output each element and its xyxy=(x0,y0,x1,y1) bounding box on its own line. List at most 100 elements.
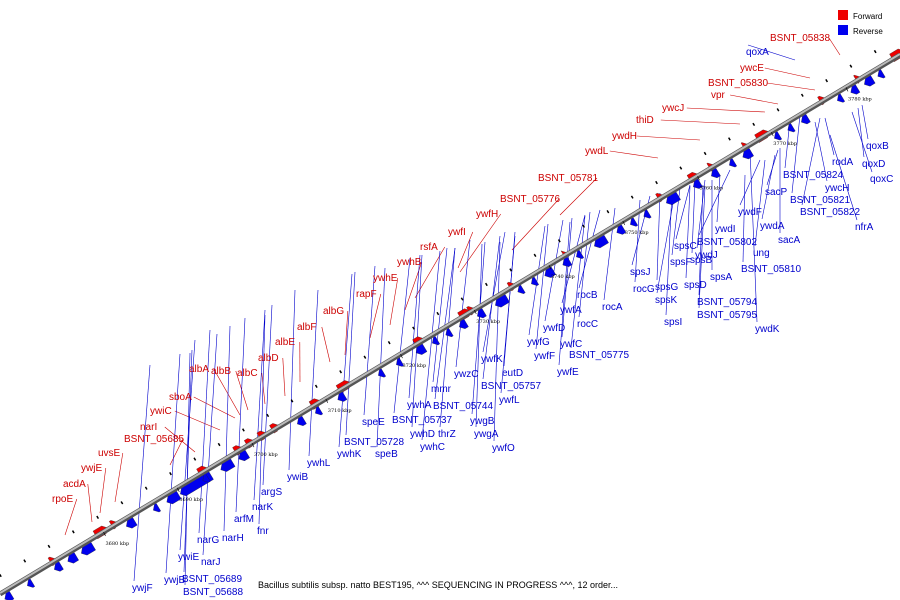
reverse-gene-label[interactable]: spsB xyxy=(690,255,713,266)
reverse-gene-label[interactable]: mmr xyxy=(431,384,452,395)
reverse-gene-label[interactable]: ywdJ xyxy=(695,250,718,261)
reverse-gene-label[interactable]: spsC xyxy=(674,241,697,252)
reverse-gene-label[interactable]: BSNT_05775 xyxy=(569,350,629,361)
reverse-gene-label[interactable]: argS xyxy=(261,487,282,498)
reverse-gene-label[interactable]: ywzC xyxy=(454,369,478,380)
forward-gene-label[interactable]: ywdL xyxy=(585,146,609,157)
reverse-gene-label[interactable]: ywiE xyxy=(178,552,199,563)
reverse-gene-label[interactable]: ywhC xyxy=(420,442,445,453)
forward-gene-label[interactable]: sboA xyxy=(169,392,192,403)
reverse-gene-label[interactable]: sacA xyxy=(778,235,801,246)
reverse-gene-label[interactable]: qoxA xyxy=(746,47,769,58)
forward-gene-label[interactable]: BSNT_05830 xyxy=(708,78,768,89)
reverse-gene-label[interactable]: ywgB xyxy=(470,416,495,427)
reverse-gene-label[interactable]: ywhL xyxy=(307,458,331,469)
reverse-gene-label[interactable]: ywfL xyxy=(499,395,520,406)
reverse-gene-label[interactable]: ywgA xyxy=(474,429,499,440)
reverse-gene-label[interactable]: BSNT_05744 xyxy=(433,401,493,412)
reverse-gene-label[interactable]: BSNT_05821 xyxy=(790,195,850,206)
reverse-gene-label[interactable]: BSNT_05822 xyxy=(800,207,860,218)
reverse-gene-label[interactable]: BSNT_05824 xyxy=(783,170,843,181)
reverse-gene-label[interactable]: ywdI xyxy=(715,224,736,235)
forward-gene-label[interactable]: albB xyxy=(211,366,231,377)
forward-gene-label[interactable]: ywhE xyxy=(373,273,398,284)
forward-gene-label[interactable]: rapF xyxy=(356,289,377,300)
reverse-gene-label[interactable]: ung xyxy=(753,248,770,259)
reverse-gene-label[interactable]: rodA xyxy=(832,157,853,168)
reverse-gene-label[interactable]: BSNT_05794 xyxy=(697,297,757,308)
forward-gene-label[interactable]: ywjE xyxy=(81,463,102,474)
reverse-gene-label[interactable]: BSNT_05802 xyxy=(697,237,757,248)
reverse-gene-label[interactable]: ywfA xyxy=(560,305,582,316)
forward-gene-label[interactable]: BSNT_05685 xyxy=(124,434,184,445)
reverse-gene-label[interactable]: narH xyxy=(222,533,244,544)
forward-gene-label[interactable]: ywcE xyxy=(740,63,764,74)
reverse-gene-label[interactable]: ywfC xyxy=(560,339,582,350)
reverse-gene-label[interactable]: narG xyxy=(197,535,219,546)
reverse-gene-label[interactable]: ywcH xyxy=(825,183,849,194)
forward-gene-label[interactable]: rpoE xyxy=(52,494,73,505)
reverse-gene-label[interactable]: ywjF xyxy=(132,583,153,594)
reverse-gene-label[interactable]: BSNT_05757 xyxy=(481,381,541,392)
reverse-gene-label[interactable]: spsJ xyxy=(630,267,651,278)
forward-gene-label[interactable]: ywhB xyxy=(397,257,422,268)
reverse-gene-label[interactable]: qoxC xyxy=(870,174,893,185)
forward-gene-label[interactable]: ywfH xyxy=(476,209,498,220)
forward-gene-label[interactable]: albF xyxy=(297,322,316,333)
forward-gene-label[interactable]: uvsE xyxy=(98,448,121,459)
forward-gene-label[interactable]: ywfI xyxy=(448,227,466,238)
forward-gene-label[interactable]: BSNT_05838 xyxy=(770,33,830,44)
reverse-gene-label[interactable]: spsI xyxy=(664,317,682,328)
reverse-gene-label[interactable]: ywfO xyxy=(492,443,515,454)
reverse-gene-label[interactable]: spsF xyxy=(670,257,692,268)
reverse-gene-label[interactable]: rocA xyxy=(602,302,623,313)
forward-gene-label[interactable]: BSNT_05781 xyxy=(538,173,598,184)
reverse-gene-label[interactable]: qoxD xyxy=(862,159,885,170)
reverse-gene-label[interactable]: BSNT_05810 xyxy=(741,264,801,275)
forward-gene-label[interactable]: acdA xyxy=(63,479,86,490)
forward-gene-label[interactable]: albC xyxy=(237,368,258,379)
reverse-gene-label[interactable]: BSNT_05795 xyxy=(697,310,757,321)
reverse-gene-label[interactable]: ywhA xyxy=(407,400,432,411)
reverse-gene-label[interactable]: spsG xyxy=(655,282,679,293)
reverse-gene-label[interactable]: thrZ xyxy=(438,429,456,440)
forward-gene-label[interactable]: ywiC xyxy=(150,406,172,417)
reverse-gene-label[interactable]: sacP xyxy=(765,187,788,198)
reverse-gene-label[interactable]: rocG xyxy=(633,284,655,295)
reverse-gene-label[interactable]: BSNT_05688 xyxy=(183,587,243,598)
reverse-gene-label[interactable]: spsD xyxy=(684,280,707,291)
forward-gene-label[interactable]: vpr xyxy=(711,90,726,101)
forward-gene-label[interactable]: albG xyxy=(323,306,344,317)
reverse-gene-label[interactable]: arfM xyxy=(234,514,254,525)
forward-gene-label[interactable]: albA xyxy=(189,364,209,375)
reverse-gene-label[interactable]: spsA xyxy=(710,272,733,283)
reverse-gene-label[interactable]: qoxB xyxy=(866,141,889,152)
reverse-gene-label[interactable]: BSNT_05689 xyxy=(182,574,242,585)
reverse-gene-label[interactable]: ywhD xyxy=(410,429,435,440)
forward-gene-label[interactable]: narI xyxy=(140,422,157,433)
reverse-gene-label[interactable]: ywdF xyxy=(738,207,762,218)
reverse-gene-label[interactable]: BSNT_05728 xyxy=(344,437,404,448)
reverse-gene-label[interactable]: rocB xyxy=(577,290,598,301)
reverse-gene-label[interactable]: ywfF xyxy=(534,351,555,362)
forward-gene-label[interactable]: ywcJ xyxy=(662,103,684,114)
reverse-gene-label[interactable]: narK xyxy=(252,502,273,513)
reverse-gene-label[interactable]: eutD xyxy=(502,368,523,379)
reverse-gene-label[interactable]: ywiB xyxy=(287,472,308,483)
forward-gene-label[interactable]: BSNT_05776 xyxy=(500,194,560,205)
reverse-gene-label[interactable]: speE xyxy=(362,417,385,428)
reverse-gene-label[interactable]: fnr xyxy=(257,526,269,537)
reverse-gene-label[interactable]: narJ xyxy=(201,557,220,568)
forward-gene-label[interactable]: thiD xyxy=(636,115,654,126)
reverse-gene-label[interactable]: rocC xyxy=(577,319,598,330)
reverse-gene-label[interactable]: ywfG xyxy=(527,337,550,348)
forward-gene-label[interactable]: rsfA xyxy=(420,242,438,253)
reverse-gene-label[interactable]: spsK xyxy=(655,295,678,306)
reverse-gene-label[interactable]: ywhK xyxy=(337,449,362,460)
forward-gene-label[interactable]: ywdH xyxy=(612,131,637,142)
reverse-gene-label[interactable]: ywjB xyxy=(164,575,185,586)
reverse-gene-label[interactable]: speB xyxy=(375,449,398,460)
reverse-gene-label[interactable]: ywfD xyxy=(543,323,565,334)
reverse-gene-label[interactable]: ywdK xyxy=(755,324,780,335)
reverse-gene-label[interactable]: ywfE xyxy=(557,367,579,378)
